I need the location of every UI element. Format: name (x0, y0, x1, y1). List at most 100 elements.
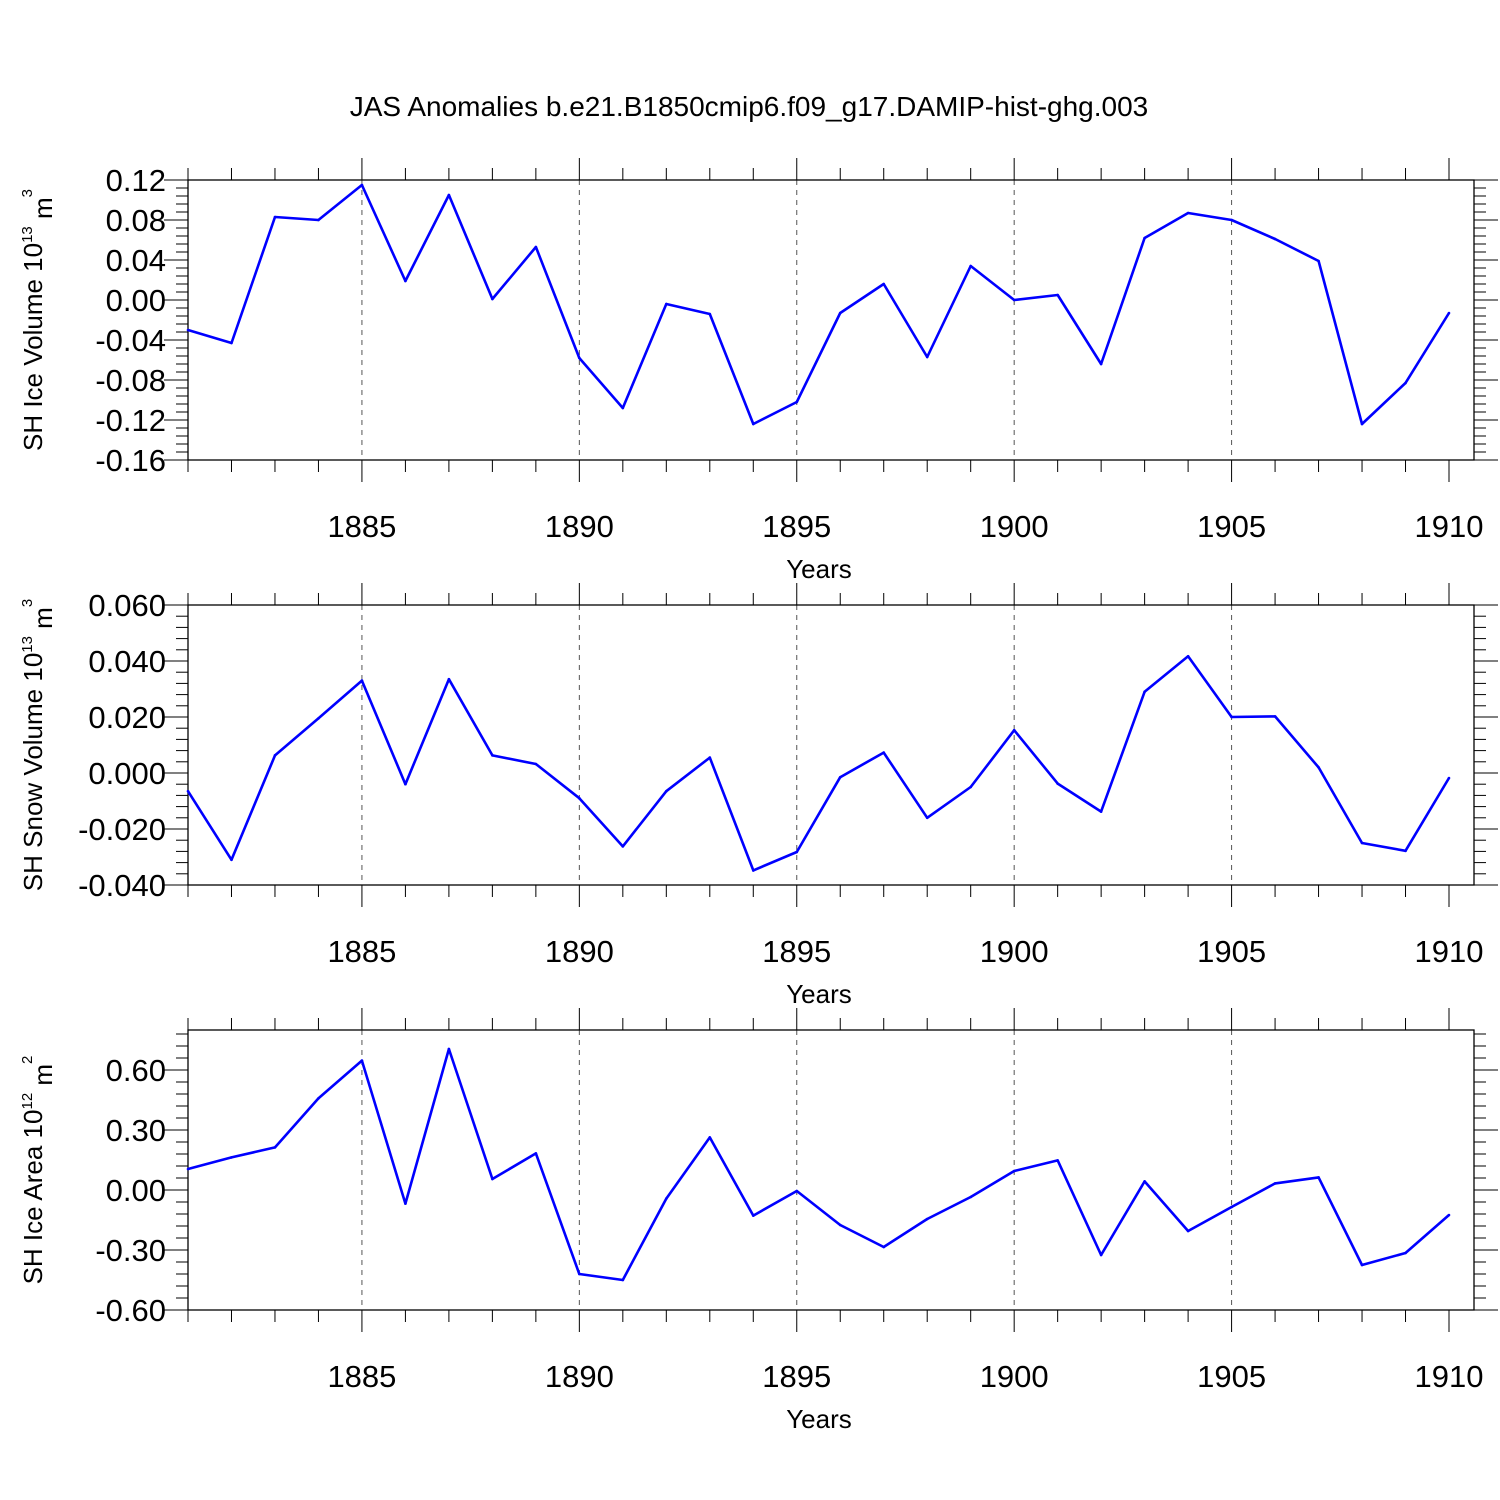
data-point-1886 (404, 279, 407, 283)
data-point-1890 (578, 1272, 581, 1276)
y-tick-label: -0.08 (95, 363, 166, 398)
x-axis-label: Years (786, 1404, 852, 1434)
data-point-1881 (186, 328, 190, 332)
data-point-1883 (273, 215, 277, 219)
x-tick-label: 1890 (545, 1359, 614, 1394)
data-point-1906 (1273, 237, 1277, 241)
y-axis-label-ylabel-unit: m (28, 1064, 58, 1093)
y-tick-label: -0.30 (95, 1233, 166, 1268)
data-point-1894 (751, 869, 755, 872)
y-axis-label: SH Ice Volume 1013 m3 (18, 189, 58, 451)
data-point-1903 (1143, 236, 1146, 240)
data-point-1908 (1360, 841, 1364, 845)
data-point-1903 (1143, 1180, 1146, 1183)
data-point-1905 (1230, 1205, 1233, 1209)
data-point-1900 (1012, 1169, 1016, 1173)
data-point-1883 (273, 1146, 277, 1149)
data-point-1887 (447, 1047, 451, 1051)
x-tick-label: 1900 (980, 934, 1049, 969)
data-point-1891 (621, 406, 625, 410)
data-point-1886 (404, 782, 407, 786)
data-point-1890 (578, 356, 581, 360)
data-point-1899 (969, 785, 972, 789)
y-tick-label: -0.16 (95, 443, 166, 478)
data-point-1909 (1404, 1251, 1407, 1255)
data-point-1905 (1230, 218, 1233, 222)
data-point-1889 (534, 1152, 538, 1155)
y-axis-label-ylabel-unit-exp: 2 (19, 1056, 36, 1064)
y-tick-label: 0.00 (106, 1173, 166, 1208)
data-point-1902 (1099, 810, 1103, 813)
data-point-1885 (360, 679, 364, 682)
x-tick-label: 1885 (327, 509, 396, 544)
data-point-1896 (838, 1223, 842, 1227)
data-point-1888 (491, 754, 494, 757)
data-point-1885 (360, 1059, 364, 1062)
y-tick-label: 0.60 (106, 1053, 166, 1088)
y-tick-label: 0.060 (88, 588, 166, 623)
y-axis-label-ylabel-exp: 12 (19, 1093, 36, 1110)
data-point-1899 (969, 1195, 972, 1199)
x-tick-label: 1895 (762, 509, 831, 544)
data-point-1900 (1012, 728, 1016, 732)
data-point-1887 (447, 677, 451, 681)
x-tick-label: 1895 (762, 1359, 831, 1394)
y-tick-label: -0.12 (95, 403, 166, 438)
y-axis-label-ylabel-main: SH Ice Area 10 (18, 1110, 48, 1285)
data-point-1909 (1404, 849, 1407, 853)
data-point-1900 (1012, 298, 1016, 302)
data-point-1906 (1273, 1182, 1277, 1185)
data-point-1907 (1317, 1176, 1320, 1179)
data-point-1901 (1056, 293, 1059, 297)
y-axis-label-ylabel-main: SH Snow Volume 10 (18, 653, 48, 891)
x-axis-label: Years (786, 979, 852, 1009)
data-point-1882 (230, 858, 233, 862)
y-tick-label: 0.04 (106, 243, 166, 278)
data-point-1881 (186, 789, 190, 793)
data-point-1892 (665, 789, 668, 793)
y-tick-label: -0.040 (78, 868, 166, 903)
data-point-1892 (665, 302, 668, 306)
series-line (187, 1047, 1450, 1282)
data-point-1908 (1360, 1263, 1364, 1267)
x-tick-label: 1895 (762, 934, 831, 969)
figure-title: JAS Anomalies b.e21.B1850cmip6.f09_g17.D… (350, 91, 1148, 122)
data-point-1910 (1447, 311, 1451, 315)
data-point-1899 (969, 264, 972, 268)
data-point-1893 (708, 312, 712, 316)
data-point-1904 (1186, 211, 1190, 215)
data-point-1894 (751, 1214, 755, 1217)
x-tick-label: 1890 (545, 934, 614, 969)
data-point-1897 (882, 1245, 886, 1249)
x-tick-label: 1910 (1415, 934, 1484, 969)
x-tick-label: 1885 (327, 934, 396, 969)
data-point-1896 (838, 311, 842, 315)
data-point-1891 (621, 845, 625, 848)
data-point-1894 (751, 422, 755, 426)
plot-frame (187, 1029, 1475, 1311)
x-axis-label: Years (786, 554, 852, 584)
data-point-1886 (404, 1202, 407, 1205)
data-point-1908 (1360, 422, 1364, 426)
y-axis-label-ylabel-exp: 13 (19, 226, 36, 243)
x-tick-label: 1900 (980, 1359, 1049, 1394)
y-axis-label-ylabel-unit-exp: 3 (19, 599, 36, 607)
data-point-1910 (1447, 776, 1451, 780)
y-axis-label-ylabel-unit: m (28, 197, 58, 226)
plot-frame (187, 604, 1475, 886)
x-tick-label: 1905 (1197, 509, 1266, 544)
data-point-1884 (317, 717, 320, 720)
x-tick-label: 1890 (545, 509, 614, 544)
plot-frame (187, 179, 1475, 461)
x-tick-label: 1905 (1197, 1359, 1266, 1394)
x-tick-label: 1900 (980, 509, 1049, 544)
x-tick-label: 1905 (1197, 934, 1266, 969)
data-point-1891 (621, 1278, 625, 1282)
y-axis-label-ylabel-exp: 13 (19, 636, 36, 653)
data-point-1909 (1404, 381, 1407, 385)
data-point-1896 (838, 775, 842, 779)
y-tick-label: 0.020 (88, 700, 166, 735)
panel-2: 1885 1890 1895 1900 1905 1910 0.060 0.040 0.020 0… (18, 583, 1498, 1009)
data-point-1907 (1317, 259, 1320, 263)
